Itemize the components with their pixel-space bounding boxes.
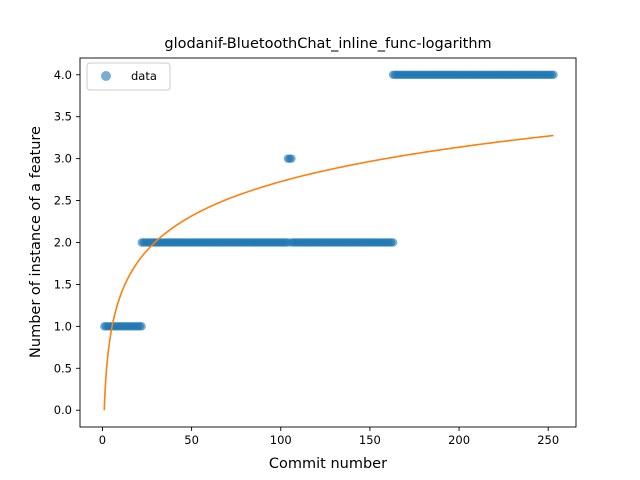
- x-tick-label: 250: [537, 433, 559, 447]
- data-point: [388, 238, 398, 247]
- y-tick-label: 3.0: [54, 152, 72, 166]
- y-tick-label: 2.0: [54, 236, 72, 250]
- chart-title: glodanif-BluetoothChat_inline_func-logar…: [164, 36, 491, 52]
- x-tick-label: 0: [99, 433, 106, 447]
- y-tick-label: 4.0: [54, 68, 72, 82]
- axis-ticks: 0 50 100 150 200 250 0.0 0.5 1.0 1.5 2.0 2.5 3.0 3.5 4…: [54, 57, 577, 447]
- y-tick-label: 3.5: [54, 110, 72, 124]
- legend-marker-data: [101, 71, 111, 81]
- x-tick-label: 200: [448, 433, 470, 447]
- data-point: [137, 322, 146, 331]
- y-tick-label: 0.5: [54, 361, 72, 375]
- x-tick-label: 150: [359, 433, 381, 447]
- data-point: [549, 70, 558, 79]
- y-tick-label: 2.5: [54, 194, 72, 208]
- legend-box: [86, 62, 171, 91]
- legend-label-data: data: [131, 69, 157, 83]
- y-tick-label: 0.0: [54, 403, 72, 417]
- data-point: [287, 154, 296, 163]
- x-tick-label: 50: [184, 433, 199, 447]
- x-axis-label: Commit number: [269, 456, 387, 472]
- plot-area: [100, 70, 558, 411]
- y-tick-label: 1.0: [54, 319, 72, 333]
- legend: data: [86, 62, 171, 91]
- y-tick-label: 1.5: [54, 277, 72, 291]
- y-axis-label: Number of instance of a feature: [28, 126, 44, 358]
- x-tick-label: 100: [270, 433, 292, 447]
- fit-line: [103, 134, 554, 411]
